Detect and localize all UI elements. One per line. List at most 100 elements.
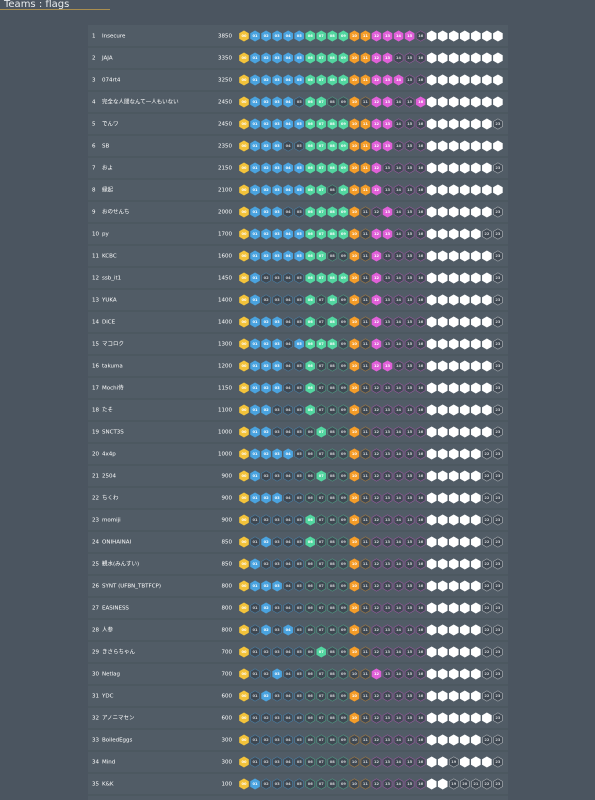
flag-solved: [382, 360, 393, 372]
flag-solved: [448, 492, 459, 504]
flag-unsolved: [393, 558, 404, 570]
flag-label: 00: [241, 56, 247, 60]
team-score: 900: [222, 496, 233, 502]
flag-label: 09: [341, 144, 347, 148]
flag-label: 07: [319, 276, 325, 280]
flag-label: 13: [385, 100, 391, 104]
team-name: マコロク: [102, 341, 124, 348]
team-score: 1200: [218, 364, 232, 370]
flag-solved: [448, 162, 459, 174]
flag-unsolved: [283, 558, 293, 570]
flag-solved: [327, 162, 338, 174]
flag-label: 17: [429, 188, 435, 192]
flag-unsolved: [272, 624, 282, 636]
flag-label: 18: [440, 782, 446, 786]
flag-label: 15: [407, 430, 413, 434]
flag-label: 22: [484, 474, 490, 478]
team-rank: 11: [92, 254, 99, 260]
flag-label: 17: [429, 716, 435, 720]
flag-label: 19: [451, 584, 457, 588]
flag-label: 18: [440, 408, 446, 412]
flag-label: 14: [396, 452, 402, 456]
flag-solved: [382, 74, 393, 86]
team-rank: 24: [92, 540, 99, 546]
team-rank: 18: [92, 408, 99, 414]
flag-label: 15: [407, 34, 413, 38]
flag-label: 20: [462, 694, 468, 698]
flag-solved: [437, 250, 448, 262]
flag-label: 01: [253, 672, 259, 676]
flag-label: 21: [473, 254, 479, 258]
flag-solved: [437, 30, 448, 42]
flag-unsolved: [382, 668, 393, 680]
team-rank: 15: [92, 342, 99, 348]
team-row: 11 KCBC 1600 00 01 02 03 04 05 06 07 08 09 10 11 12 13 14…: [88, 250, 508, 268]
flag-label: 04: [286, 254, 292, 258]
flag-label: 06: [308, 408, 314, 412]
flag-label: 02: [264, 144, 270, 148]
flag-label: 05: [297, 100, 303, 104]
flag-label: 11: [363, 474, 369, 478]
flag-unsolved: [327, 756, 338, 768]
flag-label: 06: [308, 452, 314, 456]
flag-label: 15: [407, 474, 413, 478]
flag-unsolved: [493, 316, 503, 328]
flag-label: 02: [264, 342, 270, 346]
team-score: 850: [222, 562, 233, 568]
flag-label: 13: [385, 122, 391, 126]
flag-label: 17: [429, 364, 435, 368]
flag-unsolved: [360, 514, 371, 526]
flag-solved: [239, 52, 249, 64]
team-rank: 28: [92, 628, 99, 634]
flag-label: 15: [407, 254, 413, 258]
flag-solved: [426, 360, 437, 372]
flag-solved: [272, 250, 282, 262]
flag-label: 13: [385, 56, 391, 60]
flag-solved: [471, 712, 481, 724]
flag-solved: [261, 118, 271, 130]
flag-unsolved: [415, 558, 426, 570]
flag-unsolved: [415, 646, 426, 658]
flag-label: 07: [319, 386, 325, 390]
flag-solved: [261, 536, 271, 548]
flag-solved: [305, 514, 316, 526]
flag-label: 17: [429, 452, 435, 456]
flag-solved: [239, 778, 249, 790]
flag-solved: [294, 338, 305, 350]
flag-unsolved: [272, 536, 282, 548]
flag-unsolved: [493, 206, 503, 218]
flag-unsolved: [393, 184, 404, 196]
flag-label: 22: [484, 364, 490, 368]
flag-label: 09: [341, 738, 347, 742]
flag-solved: [482, 74, 492, 86]
flag-label: 14: [396, 474, 402, 478]
flag-label: 06: [308, 122, 314, 126]
flag-label: 06: [308, 254, 314, 258]
flag-label: 21: [473, 782, 479, 786]
flag-label: 01: [253, 562, 259, 566]
flag-label: 01: [253, 210, 259, 214]
flag-solved: [261, 162, 271, 174]
flag-label: 17: [429, 276, 435, 280]
flag-solved: [426, 96, 437, 108]
flag-solved: [448, 96, 459, 108]
flag-solved: [283, 184, 293, 196]
flag-label: 00: [241, 276, 247, 280]
flag-unsolved: [393, 140, 404, 152]
flag-label: 03: [275, 474, 281, 478]
flag-label: 00: [241, 254, 247, 258]
flag-solved: [437, 74, 448, 86]
flag-unsolved: [261, 272, 271, 284]
team-score: 900: [222, 518, 233, 524]
flag-label: 17: [429, 474, 435, 478]
flag-solved: [239, 448, 249, 460]
flag-solved: [338, 74, 349, 86]
team-rank: 23: [92, 518, 99, 524]
team-row: 3 074rt4 3250 00 01 02 03 04 05 06 07 08 09 10 11 12 13 1…: [88, 74, 508, 92]
flag-solved: [471, 690, 481, 702]
flag-solved: [371, 52, 382, 64]
team-name: 人参: [102, 626, 114, 634]
team-row: 6 SB 2350 00 01 02 03 04 05 06 07 08 09 10 11 12 13 14 15 1…: [88, 140, 508, 158]
flag-label: 14: [396, 408, 402, 412]
flag-solved: [283, 228, 293, 240]
